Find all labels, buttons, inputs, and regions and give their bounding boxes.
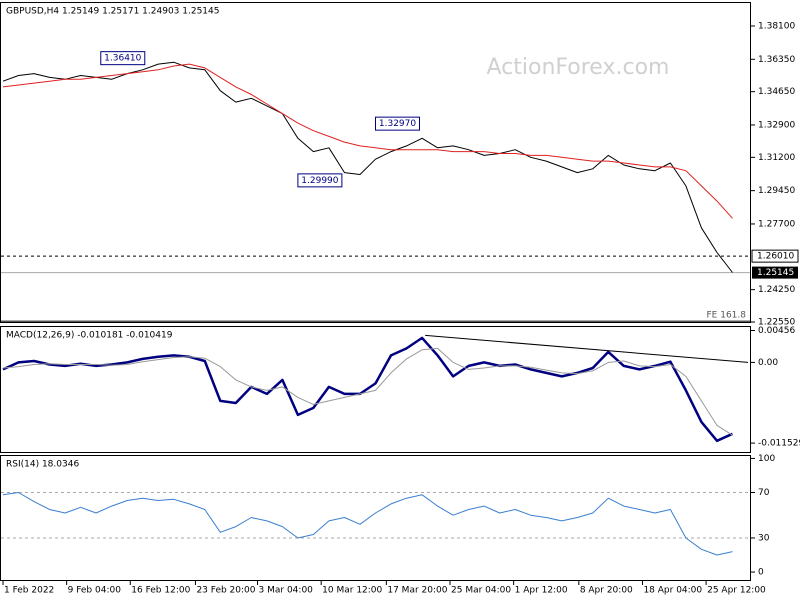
x-tick-label: 3 Mar 04:00 [259,586,314,596]
annotation-box [100,51,146,66]
x-tick-label: 9 Feb 04:00 [68,586,122,596]
x-tick-label: 18 Apr 04:00 [643,586,702,596]
pane-title: GBPUSD,H4 1.25149 1.25171 1.24903 1.2514… [6,7,219,17]
y-tick-label: 1.32900 [758,120,795,130]
series-line [2,336,734,443]
x-tick-label: 23 Feb 20:00 [196,586,255,596]
y-tick-label: 0.00456 [758,326,795,336]
watermark: ActionForex.com [487,55,670,80]
pane-border [0,326,751,453]
x-tick-label: 16 Feb 12:00 [131,586,190,596]
pane-title: MACD(12,26,9) -0.010181 -0.010419 [6,331,173,341]
pane-border [0,455,751,581]
y-tick-label: 0.00 [758,358,778,368]
annotation-box [297,173,343,188]
y-tick-label: 1.29450 [758,186,795,196]
series-line [2,492,733,556]
x-tick-label: 17 Mar 20:00 [387,586,447,596]
y-tick-label: 30 [758,533,770,543]
level-label: 1.26010 [757,252,794,262]
current-price-label: 1.25145 [757,268,794,278]
y-tick-label: 1.22550 [758,318,795,328]
x-tick-label: 8 Apr 20:00 [580,586,633,596]
current-price-box [752,266,798,279]
annotation-label: 1.32970 [379,119,416,129]
fe-label: FE 161.8 [707,311,747,321]
y-tick-label: -0.011529 [758,439,800,449]
pane-title: RSI(14) 18.0346 [6,460,79,470]
y-tick-label: 1.24250 [758,285,795,295]
y-tick-label: 0 [758,568,764,578]
y-tick-label: 100 [758,454,775,464]
x-tick-label: 25 Mar 04:00 [451,586,511,596]
y-tick-label: 1.27700 [758,219,795,229]
y-tick-label: 70 [758,488,770,498]
y-tick-label: 1.38100 [758,21,795,31]
x-tick-label: 1 Apr 12:00 [515,586,568,596]
annotation-label: 1.29990 [301,176,338,186]
annotation-box [375,116,420,131]
x-tick-label: 25 Apr 12:00 [707,586,766,596]
x-tick-label: 1 Feb 2022 [4,586,54,596]
y-tick-label: 1.31200 [758,153,795,163]
level-label-box [751,249,799,263]
y-tick-label: 1.34650 [758,87,795,97]
trendline [425,334,749,363]
series-line [2,63,733,219]
pane-border [0,2,751,323]
series-line [2,61,733,273]
series-line [2,347,733,436]
y-tick-label: 1.36350 [758,55,795,65]
annotation-label: 1.36410 [104,54,141,64]
x-tick-label: 10 Mar 12:00 [322,586,382,596]
